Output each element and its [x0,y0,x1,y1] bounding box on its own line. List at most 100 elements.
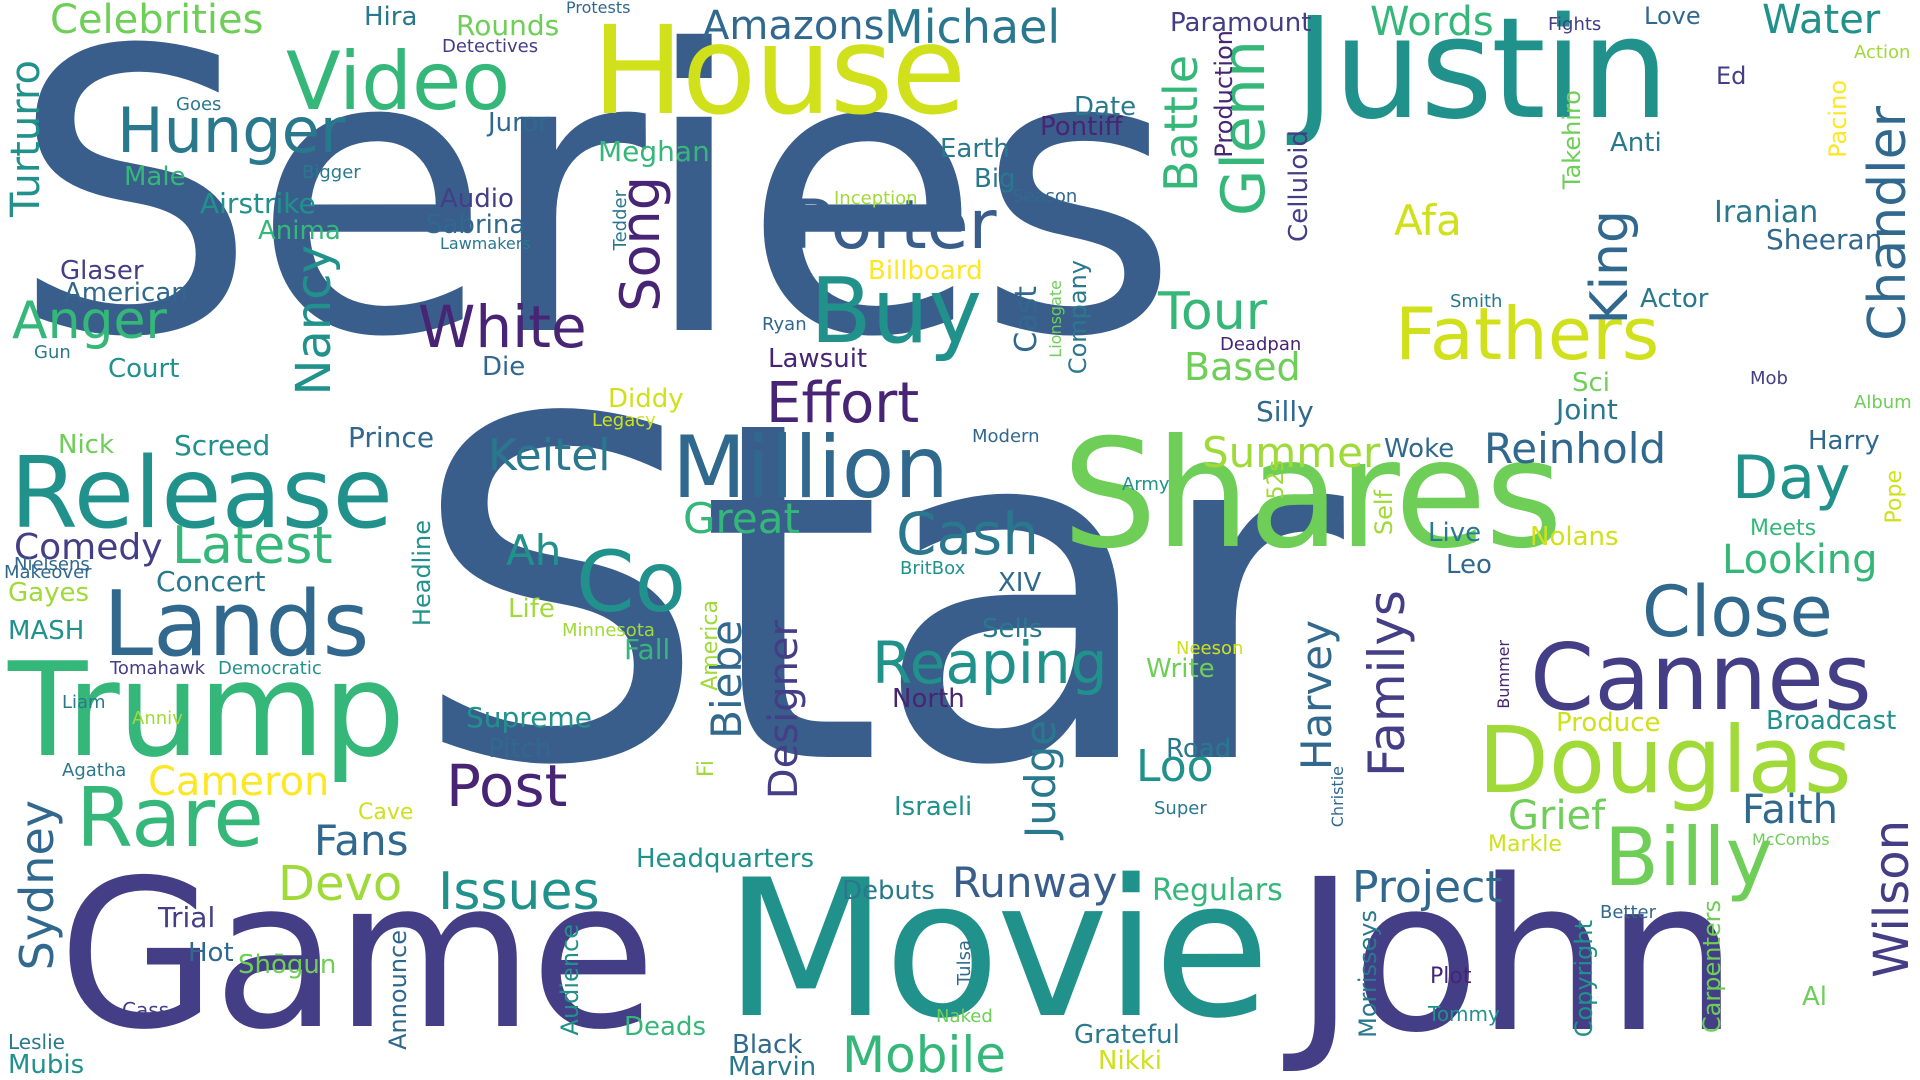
word-morrisseys: Morrisseys [1354,910,1382,1038]
word-grief: Grief [1508,793,1606,839]
word-tulsa: Tulsa [954,940,975,986]
word-die: Die [482,352,526,382]
word-sci: Sci [1572,368,1611,398]
word-nielsens: Nielsens [14,554,90,575]
word-release: Release [10,437,393,551]
word-cass: Cass [122,998,170,1022]
word-nancy: Nancy [286,245,342,396]
word-porter: Porter [792,186,997,265]
word-hira: Hira [364,2,418,32]
word-keitel: Keitel [488,430,611,481]
word-wilson: Wilson [1864,820,1920,978]
word-john: John [1294,834,1739,1079]
word-mob: Mob [1750,368,1788,389]
word-glaser: Glaser [60,256,144,286]
word-king: King [1580,210,1640,325]
word-cannes: Cannes [1530,624,1872,731]
word-fans: Fans [314,816,409,865]
word-anti: Anti [1610,128,1662,158]
word-harvey: Harvey [1292,620,1341,771]
word-date: Date [1074,92,1137,122]
word-cash: Cash [896,500,1040,568]
word-fi: Fi [694,760,719,778]
word-hot: Hot [188,938,234,968]
word-words: Words [1370,0,1494,45]
word-announce: Announce [384,930,412,1050]
word-52s: 52s [1264,460,1289,500]
word-deads: Deads [624,1012,706,1042]
word-summer: Summer [1202,428,1381,477]
word-produce: Produce [1556,708,1661,738]
word-sydney: Sydney [10,800,64,971]
word-loo: Loo [1136,741,1214,792]
word-prince: Prince [348,421,435,454]
word-silly: Silly [1256,395,1314,428]
word-judge: Judge [1016,720,1065,839]
word-audience: Audience [556,924,584,1036]
word-concert: Concert [156,565,266,598]
word-company: Company [1064,260,1092,375]
word-american: American [64,278,188,308]
word-supreme: Supreme [466,701,592,734]
word-post: Post [446,752,568,820]
word-harry: Harry [1808,426,1880,456]
word-billboard: Billboard [868,256,983,286]
word-production: Production [1210,30,1238,158]
word-cast: Cast [1009,286,1044,353]
word-gun: Gun [34,342,71,363]
word-buy: Buy [810,259,983,364]
word-justin: Justin [1294,0,1669,151]
word-trump: Trump [8,634,405,786]
word-reaping: Reaping [872,629,1108,697]
word-house: House [592,0,966,142]
word-iranian: Iranian [1714,195,1819,230]
word-deadpan: Deadpan [1220,334,1302,355]
word-democratic: Democratic [218,658,322,679]
word-al: Al [1802,982,1828,1012]
word-project: Project [1352,862,1503,913]
word-sells: Sells [982,614,1043,644]
word-black: Black [732,1030,803,1060]
word-sabrina: Sabrina [426,210,526,240]
word-xiv: XIV [998,568,1042,598]
word-close: Close [1642,571,1833,653]
word-comedy: Comedy [14,527,163,568]
word-makeover: Makeover [4,562,92,583]
word-super: Super [1154,798,1207,819]
word-familys: Familys [1358,590,1416,777]
word-protests: Protests [566,0,631,17]
word-road: Road [1166,734,1232,764]
word-love: Love [1644,2,1701,30]
word-inception: Inception [834,188,918,209]
word-carpenters: Carpenters [1698,900,1726,1034]
word-mubis: Mubis [8,1050,85,1080]
word-juror: Juror [488,108,549,138]
word-israeli: Israeli [894,792,973,822]
word-pope: Pope [1882,470,1907,524]
word-tour: Tour [1158,282,1268,342]
word-video: Video [286,35,511,128]
word-reinhold: Reinhold [1484,424,1667,473]
word-gayes: Gayes [8,578,90,608]
word-christie: Christie [1328,766,1347,828]
word-regulars: Regulars [1152,873,1283,908]
word-devo: Devo [278,856,403,912]
word-modern: Modern [972,426,1040,447]
word-action: Action [1854,42,1911,63]
word-ed: Ed [1716,62,1747,90]
word-pitch: Pitch [488,734,552,764]
word-fall: Fall [624,633,671,666]
word-looking: Looking [1722,537,1878,583]
word-tommy: Tommy [1428,1002,1500,1026]
word-lawmakers: Lawmakers [440,234,531,253]
word-season: Season [1012,186,1078,207]
word-markle: Markle [1488,832,1562,857]
word-britbox: BritBox [900,558,966,579]
word-issues: Issues [438,862,600,922]
word-tedder: Tedder [610,190,631,251]
word-ryan: Ryan [762,314,807,335]
word-woke: Woke [1384,434,1455,464]
word-bummer: Bummer [1494,640,1513,709]
word-rounds: Rounds [456,9,560,42]
